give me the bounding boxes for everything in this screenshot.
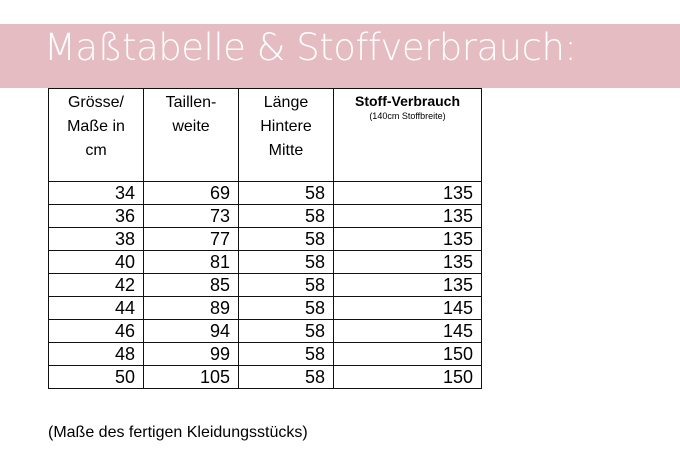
header-size-line: Grösse/ <box>67 94 124 111</box>
cell-size: 36 <box>48 204 144 228</box>
cell-fabric: 145 <box>333 296 482 320</box>
table-row: 42 85 58 135 <box>48 273 482 297</box>
cell-waist: 81 <box>143 250 239 274</box>
cell-length: 58 <box>238 319 334 343</box>
header-length: Länge Hintere Mitte <box>238 88 334 182</box>
page-title: Maßtabelle & Stoffverbrauch: <box>44 26 577 69</box>
size-table: Grösse/ Maße in cm Taillen- weite Länge … <box>48 88 482 389</box>
header-size-line: Maße in <box>67 118 125 135</box>
header-waist: Taillen- weite <box>143 88 239 182</box>
table-header-row: Grösse/ Maße in cm Taillen- weite Länge … <box>48 88 482 182</box>
header-fabric: Stoff-Verbrauch (140cm Stoffbreite) <box>333 88 482 182</box>
table-row: 48 99 58 150 <box>48 342 482 366</box>
cell-waist: 85 <box>143 273 239 297</box>
cell-length: 58 <box>238 365 334 389</box>
title-banner <box>0 24 680 88</box>
cell-length: 58 <box>238 250 334 274</box>
table-row: 46 94 58 145 <box>48 319 482 343</box>
header-length-line: Hintere <box>260 118 312 135</box>
cell-waist: 77 <box>143 227 239 251</box>
cell-fabric: 145 <box>333 319 482 343</box>
cell-waist: 73 <box>143 204 239 228</box>
cell-length: 58 <box>238 273 334 297</box>
cell-fabric: 135 <box>333 181 482 205</box>
cell-length: 58 <box>238 342 334 366</box>
cell-waist: 99 <box>143 342 239 366</box>
header-waist-line: Taillen- <box>165 94 217 111</box>
cell-size: 46 <box>48 319 144 343</box>
table-row: 38 77 58 135 <box>48 227 482 251</box>
header-waist-line: weite <box>172 118 210 135</box>
cell-size: 34 <box>48 181 144 205</box>
header-fabric-sub: (140cm Stoffbreite) <box>369 111 446 121</box>
cell-fabric: 135 <box>333 273 482 297</box>
header-length-line: Mitte <box>268 142 304 159</box>
cell-waist: 89 <box>143 296 239 320</box>
cell-size: 40 <box>48 250 144 274</box>
cell-size: 50 <box>48 365 144 389</box>
table-row: 34 69 58 135 <box>48 181 482 205</box>
cell-waist: 94 <box>143 319 239 343</box>
footnote: (Maße des fertigen Kleidungsstücks) <box>48 424 308 441</box>
table-row: 44 89 58 145 <box>48 296 482 320</box>
header-size: Grösse/ Maße in cm <box>48 88 144 182</box>
cell-size: 48 <box>48 342 144 366</box>
cell-fabric: 135 <box>333 250 482 274</box>
cell-length: 58 <box>238 204 334 228</box>
cell-size: 42 <box>48 273 144 297</box>
cell-length: 58 <box>238 181 334 205</box>
table-row: 40 81 58 135 <box>48 250 482 274</box>
table-row: 50 105 58 150 <box>48 365 482 389</box>
cell-waist: 105 <box>143 365 239 389</box>
header-length-line: Länge <box>263 94 309 111</box>
cell-fabric: 135 <box>333 204 482 228</box>
cell-fabric: 150 <box>333 365 482 389</box>
cell-fabric: 150 <box>333 342 482 366</box>
cell-size: 44 <box>48 296 144 320</box>
table-row: 36 73 58 135 <box>48 204 482 228</box>
cell-size: 38 <box>48 227 144 251</box>
cell-fabric: 135 <box>333 227 482 251</box>
cell-length: 58 <box>238 296 334 320</box>
cell-length: 58 <box>238 227 334 251</box>
header-fabric-label: Stoff-Verbrauch <box>354 93 460 109</box>
cell-waist: 69 <box>143 181 239 205</box>
header-size-line: cm <box>85 142 107 159</box>
